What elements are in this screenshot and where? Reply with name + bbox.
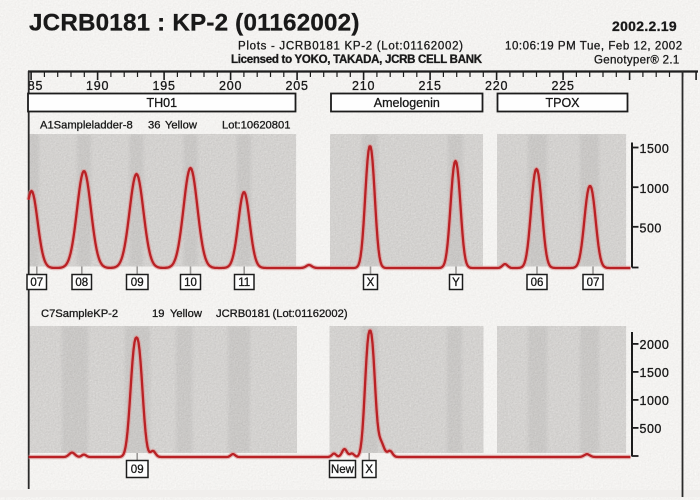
svg-text:C7SampleKP-2: C7SampleKP-2	[41, 308, 118, 320]
svg-text:07: 07	[587, 277, 600, 289]
svg-text:06: 06	[531, 277, 544, 289]
svg-text:205: 205	[285, 79, 308, 93]
svg-text:195: 195	[152, 79, 175, 93]
svg-text:TH01: TH01	[147, 96, 178, 110]
svg-text:JCRB0181 : KP-2 (01162002): JCRB0181 : KP-2 (01162002)	[29, 10, 360, 37]
svg-text:Plots - JCRB0181 KP-2 (Lot: Plots - JCRB0181 KP-2 (Lot:01162002)	[238, 41, 464, 53]
svg-text:Yellow: Yellow	[170, 308, 203, 320]
svg-text:Yellow: Yellow	[165, 120, 198, 132]
svg-text:X: X	[367, 277, 375, 289]
svg-text:09: 09	[131, 464, 144, 476]
svg-text:11: 11	[238, 277, 250, 289]
svg-text:09: 09	[131, 277, 144, 289]
svg-text:2002.2.19: 2002.2.19	[612, 18, 677, 34]
svg-text:New: New	[331, 464, 355, 476]
svg-text:225: 225	[551, 79, 574, 93]
svg-text:190: 190	[86, 79, 109, 93]
svg-text:Y: Y	[452, 277, 460, 289]
svg-text:Genotyper® 2.1: Genotyper® 2.1	[594, 55, 680, 67]
svg-text:07: 07	[30, 277, 43, 289]
svg-text:08: 08	[75, 277, 88, 289]
svg-text:1000: 1000	[640, 394, 670, 408]
svg-text:Amelogenin: Amelogenin	[374, 96, 440, 110]
svg-text:X: X	[365, 464, 373, 476]
svg-text:2000: 2000	[640, 338, 670, 352]
svg-text:220: 220	[485, 79, 508, 93]
svg-text:Lot:10620801: Lot:10620801	[222, 120, 290, 132]
svg-text:TPOX: TPOX	[545, 96, 580, 110]
svg-text:JCRB0181: JCRB0181	[216, 308, 270, 320]
svg-text:(Lot:01162002): (Lot:01162002)	[273, 308, 348, 320]
svg-text:85: 85	[28, 79, 44, 93]
svg-text:10:06:19 PM Tue, Feb 12, 2002: 10:06:19 PM Tue, Feb 12, 2002	[505, 41, 683, 53]
svg-text:1500: 1500	[640, 366, 670, 380]
svg-text:200: 200	[219, 79, 242, 93]
svg-text:Licensed to YOKO, TAKADA, JCRB: Licensed to YOKO, TAKADA, JCRB CELL BANK	[231, 54, 483, 66]
svg-text:500: 500	[640, 222, 662, 236]
svg-text:215: 215	[418, 79, 441, 93]
svg-text:19: 19	[152, 308, 164, 320]
svg-text:210: 210	[352, 79, 375, 93]
svg-text:10: 10	[184, 277, 197, 289]
svg-text:1500: 1500	[640, 142, 670, 156]
svg-text:500: 500	[640, 422, 662, 436]
svg-text:36: 36	[148, 120, 160, 132]
svg-text:A1Sampleladder-8: A1Sampleladder-8	[40, 120, 133, 132]
svg-text:1000: 1000	[640, 182, 670, 196]
